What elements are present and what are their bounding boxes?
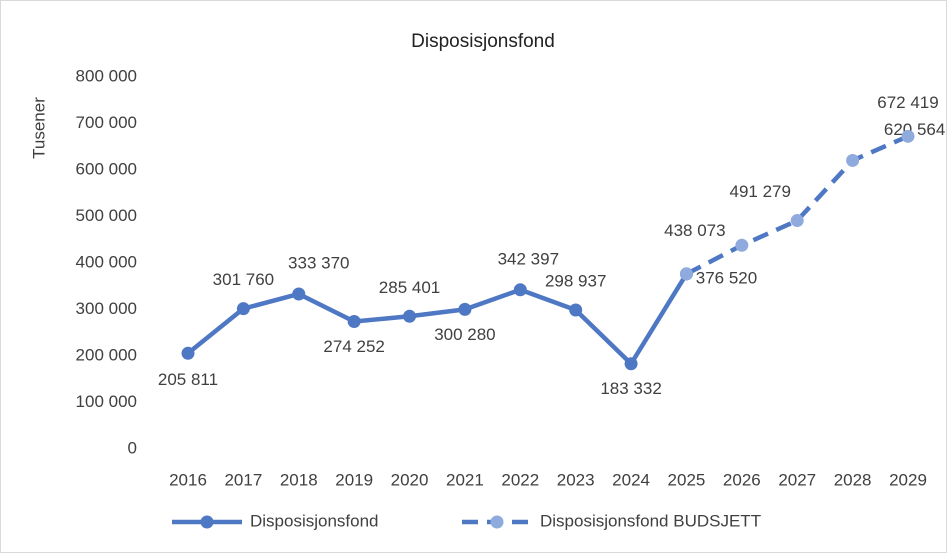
data-label: 376 520: [696, 268, 757, 287]
x-tick-label: 2029: [889, 470, 927, 489]
data-label: 300 280: [434, 325, 495, 344]
data-point: [181, 346, 195, 360]
chart-title: Disposisjonsfond: [411, 31, 555, 52]
data-label: 491 279: [730, 182, 791, 201]
data-point: [347, 314, 361, 328]
data-label: 301 760: [213, 270, 274, 289]
data-point: [901, 129, 915, 143]
x-tick-label: 2021: [446, 470, 484, 489]
data-point: [790, 214, 804, 228]
y-axis-label: Tusener: [29, 97, 48, 159]
data-point: [735, 238, 749, 252]
data-label: 183 332: [600, 379, 661, 398]
x-tick-label: 2028: [834, 470, 872, 489]
data-label: 298 937: [545, 271, 606, 290]
x-tick-label: 2022: [501, 470, 539, 489]
data-label: 342 397: [498, 249, 559, 268]
legend-label: Disposisjonsfond: [250, 511, 379, 530]
x-tick-label: 2025: [668, 470, 706, 489]
data-point: [403, 309, 417, 323]
y-tick-label: 400 000: [76, 252, 137, 271]
data-label: 333 370: [288, 253, 349, 272]
x-tick-label: 2026: [723, 470, 761, 489]
x-tick-label: 2016: [169, 470, 207, 489]
series-line: [186, 272, 689, 367]
x-tick-label: 2023: [557, 470, 595, 489]
data-point: [458, 302, 472, 316]
data-point: [236, 302, 250, 316]
y-tick-label: 700 000: [76, 113, 137, 132]
data-label: 205 811: [158, 370, 218, 389]
data-point: [679, 267, 693, 281]
y-tick-label: 600 000: [76, 159, 137, 178]
data-label: 285 401: [379, 278, 440, 297]
x-tick-label: 2017: [224, 470, 262, 489]
legend-marker: [490, 515, 504, 529]
data-point: [846, 153, 860, 167]
data-label: 438 073: [664, 221, 725, 240]
legend-label: Disposisjonsfond BUDSJETT: [540, 511, 761, 530]
x-tick-label: 2027: [778, 470, 816, 489]
x-tick-label: 2024: [612, 470, 650, 489]
data-label: 672 419: [877, 93, 938, 112]
y-tick-label: 100 000: [76, 392, 137, 411]
y-tick-label: 0: [128, 438, 137, 457]
data-point: [513, 283, 527, 297]
x-tick-label: 2020: [391, 470, 429, 489]
y-tick-label: 200 000: [76, 345, 137, 364]
y-tick-label: 300 000: [76, 299, 137, 318]
x-tick-label: 2019: [335, 470, 373, 489]
data-point: [569, 303, 583, 317]
y-tick-label: 800 000: [76, 66, 137, 85]
data-point: [624, 357, 638, 371]
data-label: 620 564: [884, 120, 945, 139]
x-tick-label: 2018: [280, 470, 318, 489]
legend-marker: [200, 515, 214, 529]
data-label: 274 252: [323, 337, 384, 356]
data-point: [292, 287, 306, 301]
y-tick-label: 500 000: [76, 206, 137, 225]
